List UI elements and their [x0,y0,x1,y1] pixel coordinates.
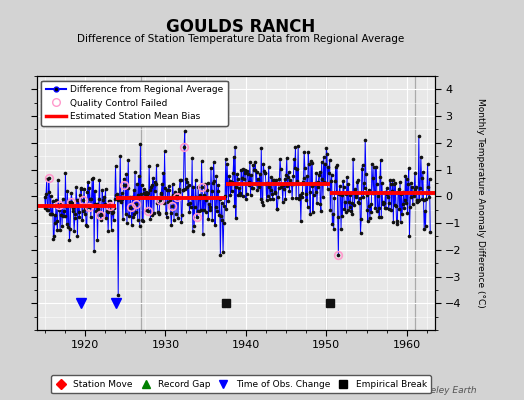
Y-axis label: Monthly Temperature Anomaly Difference (°C): Monthly Temperature Anomaly Difference (… [476,98,485,308]
Legend: Difference from Regional Average, Quality Control Failed, Estimated Station Mean: Difference from Regional Average, Qualit… [41,80,228,126]
Text: Berkeley Earth: Berkeley Earth [410,386,477,395]
Text: GOULDS RANCH: GOULDS RANCH [167,18,315,36]
Text: Difference of Station Temperature Data from Regional Average: Difference of Station Temperature Data f… [78,34,405,44]
Legend: Station Move, Record Gap, Time of Obs. Change, Empirical Break: Station Move, Record Gap, Time of Obs. C… [51,376,431,394]
